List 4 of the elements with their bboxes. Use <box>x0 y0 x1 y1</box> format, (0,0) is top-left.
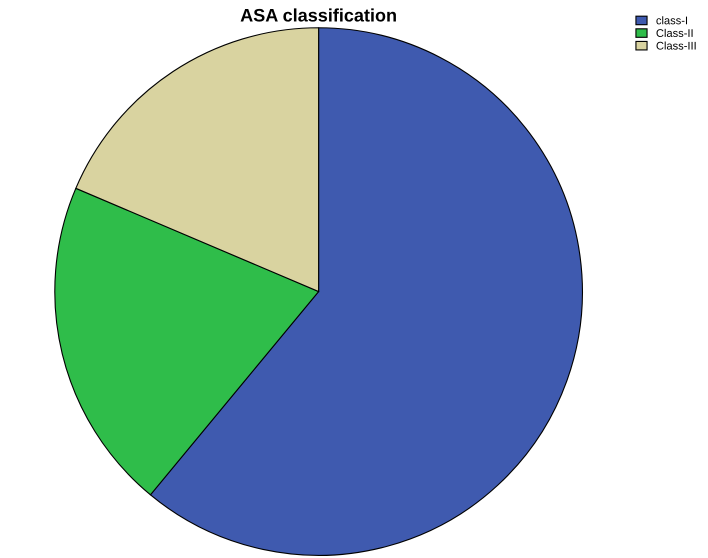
legend-label: class-I <box>656 16 688 24</box>
legend-label: Class-II <box>656 28 693 38</box>
legend-label: Class-III <box>656 41 696 50</box>
chart-title: ASA classification <box>240 8 396 22</box>
